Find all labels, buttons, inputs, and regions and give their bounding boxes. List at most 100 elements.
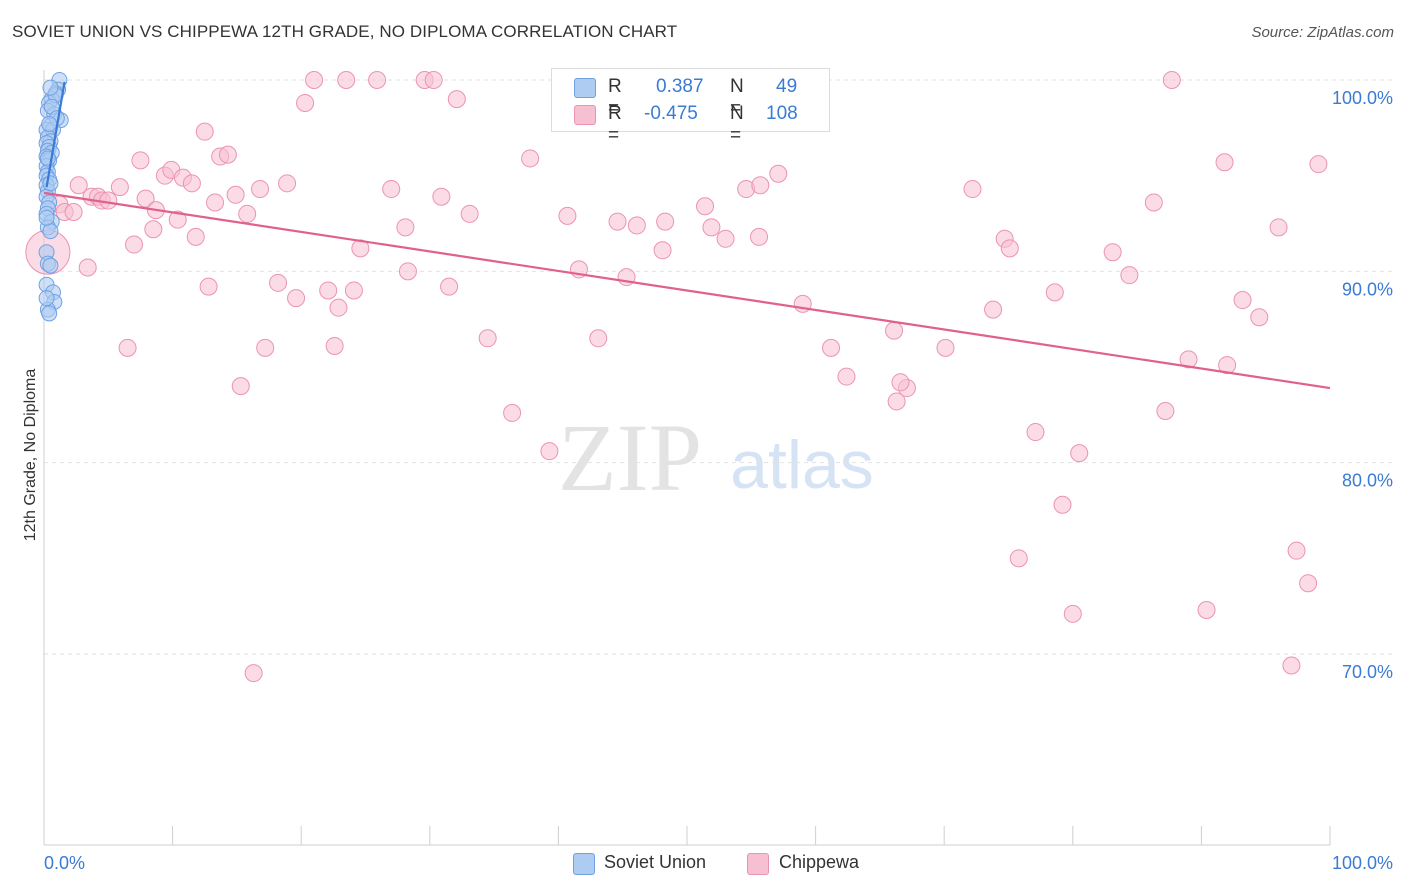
chippewa-point <box>750 227 769 246</box>
soviet-point <box>42 223 59 240</box>
chippewa-point <box>226 185 245 204</box>
chippewa-point <box>168 210 187 229</box>
chippewa-point <box>751 176 770 195</box>
chippewa-point <box>1309 155 1328 174</box>
chippewa-point <box>64 203 83 222</box>
n-value: 108 <box>766 103 798 124</box>
chippewa-point <box>1045 283 1064 302</box>
chippewa-trendline <box>43 191 1331 390</box>
source-label: Source: ZipAtlas.com <box>1251 24 1394 41</box>
chippewa-point <box>1000 239 1019 258</box>
chippewa-point <box>696 197 715 216</box>
chippewa-point <box>238 204 257 223</box>
soviet-legend-label: Soviet Union <box>604 852 707 872</box>
y-tick-label: 70.0% <box>1342 662 1393 682</box>
chippewa-point <box>69 176 88 195</box>
soviet-point <box>42 175 59 192</box>
watermark-zip: ZIP <box>558 404 702 511</box>
chippewa-point <box>218 145 237 164</box>
chippewa-point <box>1009 549 1028 568</box>
chippewa-point <box>251 180 270 199</box>
chippewa-point <box>195 122 214 141</box>
chippewa-point <box>432 187 451 206</box>
soviet-trendline <box>45 81 66 188</box>
chippewa-point <box>540 442 559 461</box>
chippewa-point <box>885 321 904 340</box>
y-tick-label: 80.0% <box>1342 471 1393 491</box>
chippewa-point <box>182 174 201 193</box>
chippewa-point <box>231 377 250 396</box>
chippewa-point <box>305 71 324 89</box>
n-label: N = <box>730 103 744 146</box>
chippewa-legend-label: Chippewa <box>779 852 860 872</box>
chippewa-point <box>1215 153 1234 172</box>
correlation-legend: R = 0.387 N = 49 R = -0.475 N = 108 <box>551 68 830 146</box>
chippewa-point <box>269 273 288 292</box>
watermark-atlas: atlas <box>730 427 874 503</box>
chippewa-point <box>144 220 163 239</box>
chippewa-point <box>1120 266 1139 285</box>
chippewa-point <box>558 206 577 225</box>
chippewa-point <box>936 338 955 357</box>
chippewa-point <box>125 235 144 254</box>
chippewa-point <box>887 392 906 411</box>
chippewa-point <box>244 664 263 683</box>
chippewa-point <box>344 281 363 300</box>
r-label: R = <box>608 76 622 119</box>
chippewa-point <box>1269 218 1288 237</box>
chippewa-point <box>1282 656 1301 675</box>
r-value: -0.475 <box>644 103 698 124</box>
soviet-point <box>42 257 59 274</box>
chippewa-point <box>1053 495 1072 514</box>
chippewa-point <box>398 262 417 281</box>
chippewa-point <box>424 71 443 89</box>
chippewa-point <box>1250 308 1269 327</box>
chippewa-point <box>627 216 646 235</box>
y-tick-label: 100.0% <box>1332 88 1393 108</box>
chippewa-points <box>25 71 1328 683</box>
chippewa-point <box>1144 193 1163 212</box>
chippewa-point <box>319 281 338 300</box>
chippewa-point <box>278 174 297 193</box>
gridlines <box>44 79 1392 655</box>
y-tick-label: 90.0% <box>1342 279 1393 299</box>
chippewa-point <box>396 218 415 237</box>
soviet-point <box>38 209 55 226</box>
chippewa-point <box>1026 423 1045 442</box>
chippewa-point <box>199 277 218 296</box>
chippewa-point <box>589 329 608 348</box>
chippewa-point <box>822 338 841 357</box>
chippewa-point <box>702 218 721 237</box>
chippewa-point <box>891 373 910 392</box>
chippewa-point <box>1299 574 1318 593</box>
chippewa-point <box>716 229 735 248</box>
soviet-point <box>38 290 55 307</box>
chippewa-point <box>769 164 788 183</box>
chippewa-point <box>1156 402 1175 421</box>
chippewa-point <box>1103 243 1122 262</box>
chippewa-point <box>478 329 497 348</box>
chippewa-point <box>1063 604 1082 623</box>
chippewa-point <box>287 289 306 308</box>
soviet-point <box>41 116 58 133</box>
chippewa-point <box>325 336 344 355</box>
chippewa-point <box>608 212 627 231</box>
chippewa-point <box>984 300 1003 319</box>
chippewa-point <box>653 241 672 260</box>
chippewa-point <box>440 277 459 296</box>
chippewa-point <box>447 90 466 109</box>
chippewa-point <box>329 298 348 317</box>
chippewa-point <box>99 191 118 210</box>
chippewa-point <box>186 227 205 246</box>
chippewa-point <box>837 367 856 386</box>
r-label: R = <box>608 103 622 146</box>
soviet-swatch <box>574 78 596 98</box>
chippewa-point <box>963 180 982 199</box>
x-tick-label-max: 100.0% <box>1332 853 1393 873</box>
chippewa-point <box>1197 600 1216 619</box>
chippewa-point <box>1233 291 1252 310</box>
chippewa-legend-swatch <box>747 853 769 875</box>
chippewa-point <box>296 93 315 112</box>
chippewa-point <box>1287 541 1306 560</box>
